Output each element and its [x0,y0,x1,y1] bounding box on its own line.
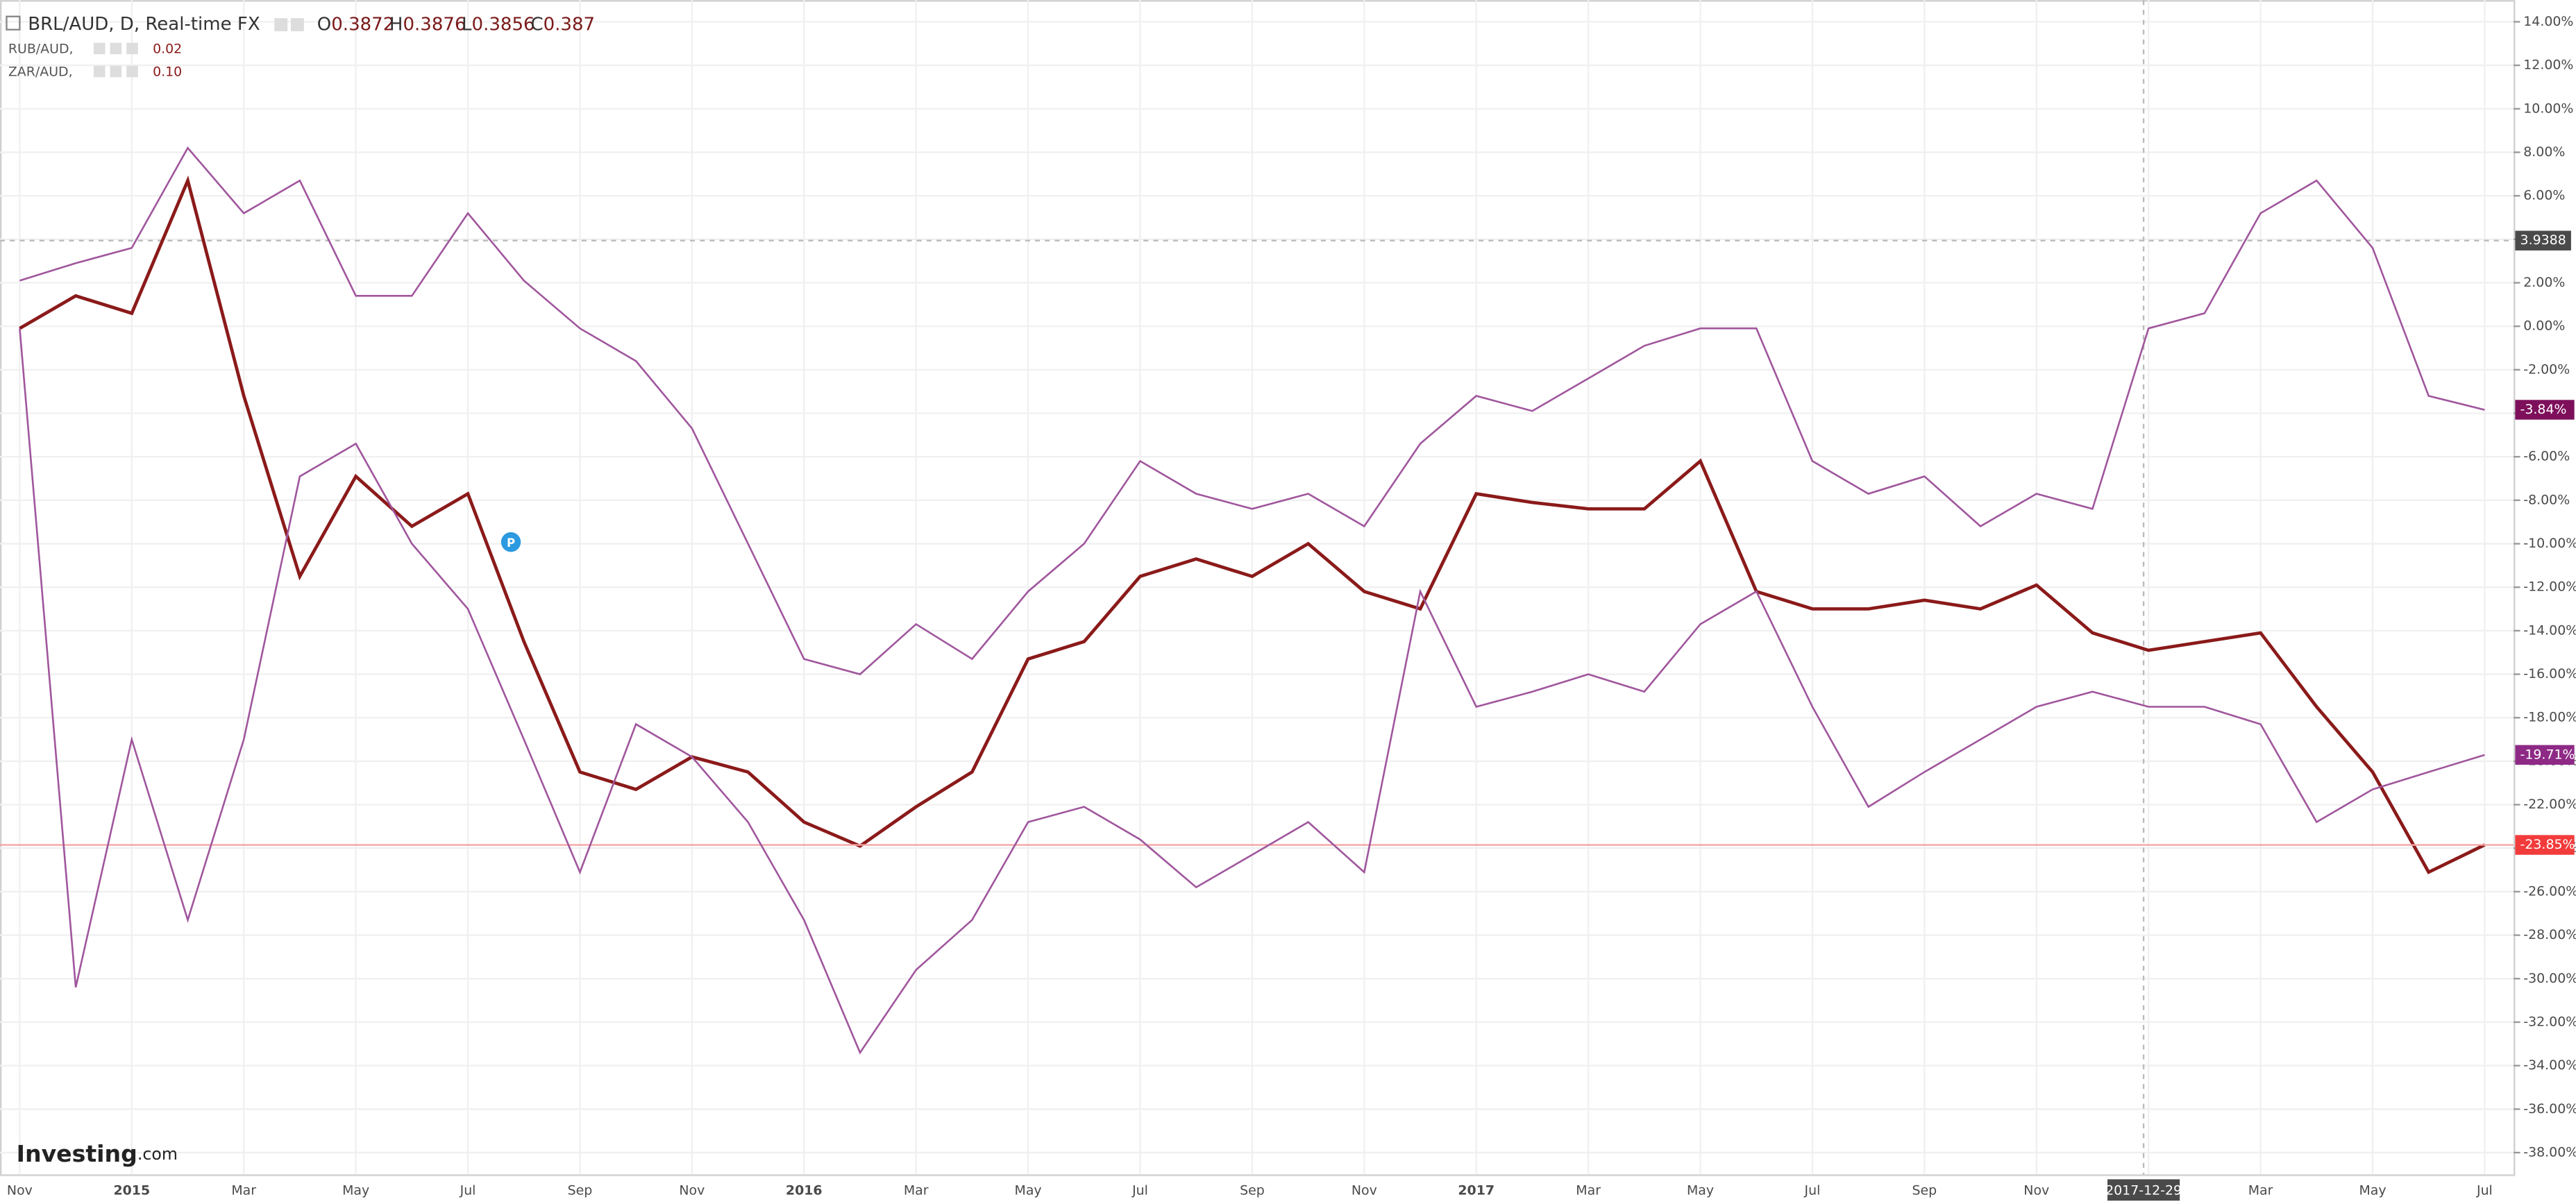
ohlc-value: 0.3876 [403,14,466,35]
ohlc-key: C [530,14,543,35]
chart-title: BRL/AUD, D, Real-time FX [28,14,260,35]
y-tick-label: -26.00% [2523,883,2576,899]
ohlc: O0.3872 H0.3876 L0.3856 C0.387 [317,14,595,35]
last-value-label-bg [2515,745,2575,765]
crosshair-x-label-bg [2107,1179,2180,1201]
x-tick-label: Mar [2248,1182,2273,1198]
grid [0,0,2520,1175]
y-tick-label: -14.00% [2523,622,2576,638]
legend-value: 0.02 [153,42,182,57]
x-tick-label: Sep [1912,1182,1937,1198]
y-tick-label: -38.00% [2523,1144,2576,1160]
y-tick-label: 2.00% [2523,275,2565,290]
y-tick-label: 6.00% [2523,188,2565,203]
x-tick-label: 2016 [786,1182,823,1198]
x-tick-label: May [2359,1182,2386,1198]
ohlc-key: H [389,14,403,35]
y-tick-label: -2.00% [2523,362,2570,377]
ohlc-key: L [462,14,472,35]
y-tick-label: 0.00% [2523,319,2565,334]
collapse-icon[interactable] [6,15,21,31]
series-line [19,328,2485,1055]
y-tick-label: -36.00% [2523,1101,2576,1117]
legend-icon[interactable] [126,65,138,78]
event-marker[interactable] [500,532,521,552]
y-tick-label: 12.00% [2523,58,2573,73]
x-tick-label: Jul [1131,1182,1148,1198]
x-tick-label: May [342,1182,369,1198]
series-line [19,146,2485,676]
y-tick-label: -16.00% [2523,666,2576,681]
ohlc-value: 0.3856 [472,14,535,35]
crosshair-y-label-bg [2515,230,2571,251]
series-line [19,175,2486,874]
x-tick-label: 2017 [1458,1182,1495,1198]
x-tick-label: Mar [1576,1182,1601,1198]
y-tick-label: 14.00% [2523,14,2573,29]
crosshair-y-label: 3.9388 [2520,232,2566,248]
x-tick-label: Nov [1352,1182,1377,1198]
brand-name: Investing [17,1139,137,1167]
x-tick-label: May [1687,1182,1714,1198]
x-tick-label: Sep [568,1182,593,1198]
axis-labels: 14.00%12.00%10.00%8.00%6.00%4.00%2.00%0.… [7,14,2576,1201]
settings-icon[interactable] [274,18,288,32]
x-tick-label: Nov [7,1182,33,1198]
x-tick-label: Nov [2023,1182,2049,1198]
ohlc-key: O [317,14,331,35]
x-tick-label: Jul [460,1182,476,1198]
event-marker-label: P [507,536,515,550]
y-tick-label: -10.00% [2523,536,2576,551]
ohlc-value: 0.3872 [331,14,394,35]
last-value-label: -3.84% [2520,402,2567,417]
legend-name: RUB/AUD, [8,42,74,57]
x-tick-label: 2015 [113,1182,150,1198]
legend-icon[interactable] [126,42,138,55]
last-value-label: -23.85% [2520,837,2575,852]
x-tick-label: Mar [904,1182,929,1198]
legend-name: ZAR/AUD, [8,65,73,80]
y-tick-label: -34.00% [2523,1058,2576,1073]
ohlc-value: 0.387 [544,14,595,35]
x-tick-label: Nov [679,1182,705,1198]
y-tick-label: -30.00% [2523,971,2576,986]
y-tick-label: -28.00% [2523,927,2576,942]
x-tick-label: Mar [231,1182,256,1198]
y-tick-label: -12.00% [2523,579,2576,595]
legend-icon[interactable] [110,65,122,78]
x-tick-label: Jul [2476,1182,2493,1198]
legend-icon[interactable] [93,65,106,78]
y-tick-label: -8.00% [2523,492,2570,507]
last-value-label-bg [2515,835,2575,855]
y-tick-label: -32.00% [2523,1014,2576,1029]
y-tick-label: -18.00% [2523,710,2576,725]
x-tick-label: Jul [1804,1182,1821,1198]
legend-value: 0.10 [153,65,182,80]
y-tick-label: -22.00% [2523,797,2576,812]
last-value-label-bg [2515,400,2575,420]
x-tick-label: May [1015,1182,1042,1198]
last-value-label: -19.71% [2520,747,2575,762]
y-tick-label: -6.00% [2523,449,2570,464]
brand: Investing.com [17,1139,178,1167]
x-tick-label: Sep [1240,1182,1265,1198]
x-tick-label: 2017-12-29 [2105,1182,2182,1198]
legend-icon[interactable] [110,42,122,55]
hide-icon[interactable] [290,18,304,32]
y-tick-label: 8.00% [2523,144,2565,160]
series-lines [0,146,2514,1055]
legend-icon[interactable] [93,42,106,55]
brand-suffix: .com [137,1144,178,1163]
y-tick-label: 10.00% [2523,101,2573,116]
